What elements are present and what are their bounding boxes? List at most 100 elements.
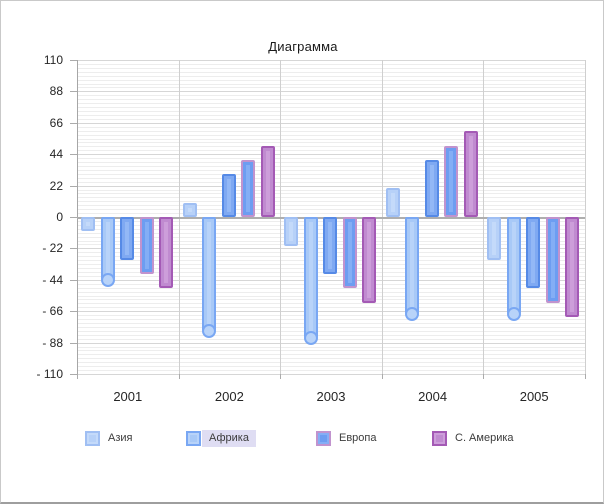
gridline-minor	[77, 319, 585, 321]
bar-europe-2001[interactable]	[139, 217, 154, 275]
x-tick-label-2002[interactable]: 2002	[214, 389, 244, 404]
gridline-minor	[77, 130, 585, 132]
legend-swatch-n-america[interactable]	[432, 431, 447, 446]
bar-asia-2004[interactable]	[385, 188, 400, 217]
legend-item-asia[interactable]: Азия	[85, 431, 205, 448]
legend-swatch-africa[interactable]	[186, 431, 201, 446]
bar-africa-2001[interactable]	[100, 217, 115, 280]
legend-label-asia[interactable]: Азия	[108, 432, 133, 444]
y-tick-label[interactable]: - 22	[42, 241, 63, 256]
gridline-minor	[77, 118, 585, 120]
bar-europe-2005[interactable]	[545, 217, 560, 303]
gridline-minor	[77, 338, 585, 340]
y-tick	[70, 154, 77, 156]
y-tick-label[interactable]: 66	[49, 115, 63, 130]
bar-asia-2003[interactable]	[284, 217, 299, 246]
gridline-minor	[77, 111, 585, 113]
gridline-minor	[77, 150, 585, 152]
bar-series-3-2001[interactable]	[120, 217, 134, 260]
x-tick	[280, 374, 281, 379]
bar-n-america-2001[interactable]	[159, 217, 173, 289]
bar-europe-2004[interactable]	[444, 145, 459, 217]
gridline-minor	[77, 103, 585, 105]
x-tick	[77, 374, 78, 379]
gridline-minor	[77, 99, 585, 101]
gridline-major	[77, 279, 585, 281]
bar-endpoint-handle-africa-2001[interactable]	[100, 272, 115, 287]
y-tick-label[interactable]: 88	[49, 84, 63, 99]
gridline-minor	[77, 193, 585, 195]
gridline-minor	[77, 142, 585, 144]
gridline-minor	[77, 63, 585, 65]
bar-africa-2004[interactable]	[405, 217, 420, 315]
bar-asia-2005[interactable]	[487, 217, 502, 260]
chart-title[interactable]: Диаграмма	[268, 39, 338, 54]
bar-europe-2003[interactable]	[342, 217, 357, 289]
bar-asia-2001[interactable]	[81, 217, 95, 232]
legend-item-europe[interactable]: Европа	[316, 431, 436, 448]
bar-africa-2005[interactable]	[506, 217, 521, 315]
bar-asia-2002[interactable]	[182, 202, 197, 217]
gridline-minor	[77, 350, 585, 352]
legend-swatch-asia[interactable]	[85, 431, 100, 446]
y-tick-label[interactable]: - 88	[42, 335, 63, 350]
legend-swatch-europe[interactable]	[316, 431, 331, 446]
gridline-minor	[77, 334, 585, 336]
bar-series-3-2003[interactable]	[323, 217, 338, 275]
gridline-minor	[77, 358, 585, 360]
bar-endpoint-handle-africa-2002[interactable]	[202, 324, 217, 339]
bar-endpoint-handle-africa-2005[interactable]	[506, 307, 521, 322]
x-tick	[585, 374, 586, 379]
bar-series-3-2002[interactable]	[221, 174, 236, 217]
y-tick-label[interactable]: 110	[43, 53, 63, 67]
gridline-minor	[77, 315, 585, 317]
gridline-minor	[77, 173, 585, 175]
gridline-minor	[77, 295, 585, 297]
bar-series-3-2005[interactable]	[526, 217, 541, 289]
bar-n-america-2005[interactable]	[565, 217, 580, 317]
gridline-minor	[77, 287, 585, 289]
y-tick	[70, 342, 77, 344]
y-tick-label[interactable]: 44	[49, 147, 63, 162]
y-tick	[70, 91, 77, 93]
gridline-minor	[77, 114, 585, 116]
x-tick	[483, 374, 484, 379]
y-tick-label[interactable]: - 66	[42, 304, 63, 319]
y-tick-label[interactable]: - 110	[36, 367, 63, 381]
bar-n-america-2003[interactable]	[362, 217, 377, 303]
gridline-minor	[77, 346, 585, 348]
y-tick-label[interactable]: 22	[49, 178, 63, 193]
gridline-minor	[77, 213, 585, 215]
y-tick-label[interactable]: - 44	[42, 272, 63, 287]
bar-series-3-2004[interactable]	[424, 159, 439, 217]
legend-item-africa[interactable]: Африка	[186, 430, 306, 448]
gridline-minor	[77, 169, 585, 171]
gridline-minor	[77, 322, 585, 324]
x-tick-label-2005[interactable]: 2005	[519, 389, 549, 404]
gridline-minor	[77, 71, 585, 73]
gridline-minor	[77, 138, 585, 140]
gridline-minor	[77, 162, 585, 164]
x-tick	[382, 374, 383, 379]
legend-label-n-america[interactable]: С. Америка	[455, 432, 514, 444]
legend-item-n-america[interactable]: С. Америка	[432, 431, 552, 448]
bar-africa-2002[interactable]	[202, 217, 217, 332]
plot-area	[70, 60, 586, 379]
legend-label-africa[interactable]: Африка	[202, 430, 256, 447]
bar-europe-2002[interactable]	[241, 159, 256, 217]
gridline-minor	[77, 283, 585, 285]
y-tick-label[interactable]: 0	[56, 210, 63, 224]
bar-endpoint-handle-africa-2003[interactable]	[303, 331, 318, 346]
x-tick-label-2003[interactable]: 2003	[316, 389, 346, 404]
y-tick	[70, 374, 77, 375]
bar-endpoint-handle-africa-2004[interactable]	[405, 307, 420, 322]
x-tick-label-2001[interactable]: 2001	[113, 389, 143, 404]
bar-africa-2003[interactable]	[303, 217, 318, 339]
legend-label-europe[interactable]: Европа	[339, 432, 377, 444]
bar-n-america-2004[interactable]	[463, 131, 478, 217]
x-tick-label-2004[interactable]: 2004	[418, 389, 448, 404]
bar-n-america-2002[interactable]	[260, 145, 275, 217]
gridline-minor	[77, 326, 585, 328]
